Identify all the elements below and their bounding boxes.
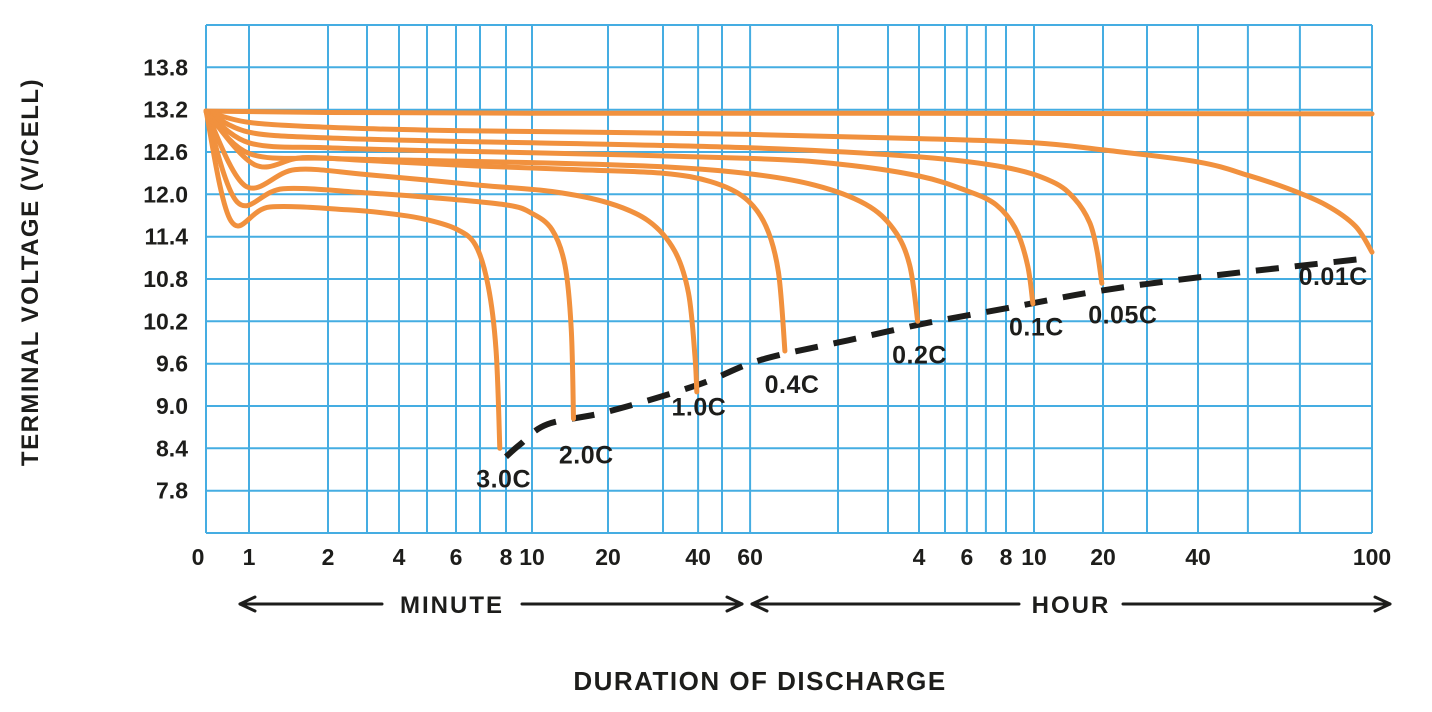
- minute-section-arrowhead-left-icon: [238, 595, 257, 613]
- y-tick-label: 10.8: [143, 266, 188, 292]
- y-tick-label: 9.6: [156, 351, 188, 377]
- y-axis-title: TERMINAL VOLTAGE (V/CELL): [17, 78, 44, 466]
- x-tick-label: 20: [595, 544, 621, 570]
- hour-section-arrowhead-right-icon: [1373, 595, 1392, 613]
- curve-2.0C: [203, 108, 576, 422]
- x-axis-title: DURATION OF DISCHARGE: [573, 666, 946, 696]
- curve-label-3.0C: 3.0C: [476, 466, 531, 494]
- axis-tick-labels: 13.8 13.2 12.6 12.0 11.4 10.8 10.2 9.6 9.0 8.4 7.8…: [143, 54, 1391, 570]
- hour-section-arrowhead-left-icon: [750, 595, 769, 613]
- grid: [205, 24, 1373, 534]
- y-tick-label: 9.0: [156, 393, 188, 419]
- x-tick-label: 40: [685, 544, 711, 570]
- curve-3.0C: [203, 108, 503, 451]
- cutoff-dashed-line-group: [504, 254, 1373, 460]
- curve-label-0.4C: 0.4C: [765, 371, 820, 399]
- x-tick-label: 0: [192, 544, 205, 570]
- cutoff-dashed-line: [504, 254, 1373, 460]
- x-tick-label: 10: [1021, 544, 1047, 570]
- curve-labels: 0.01C 0.05C 0.1C 0.2C 0.4C 1.0C 2.0C 3.0C: [476, 263, 1368, 494]
- x-tick-label: 4: [913, 544, 926, 570]
- x-tick-label: 8: [1000, 544, 1013, 570]
- x-tick-label: 6: [961, 544, 974, 570]
- x-tick-label: 2: [322, 544, 335, 570]
- y-tick-label: 13.8: [143, 54, 188, 80]
- x-tick-label: 6: [450, 544, 463, 570]
- y-tick-label: 10.2: [143, 308, 188, 334]
- x-tick-label: 20: [1090, 544, 1116, 570]
- x-tick-label: 40: [1185, 544, 1211, 570]
- y-tick-label: 8.4: [156, 435, 188, 461]
- curve-0.05C: [203, 108, 1105, 286]
- y-tick-label: 12.0: [143, 181, 188, 207]
- curve-0.1C: [203, 108, 1036, 307]
- minute-section-arrowhead-right-icon: [725, 595, 744, 613]
- x-tick-label: 8: [500, 544, 513, 570]
- y-tick-label: 13.2: [143, 97, 188, 123]
- y-tick-label: 12.6: [143, 139, 188, 165]
- x-tick-label: 100: [1353, 544, 1391, 570]
- curve-1.0C: [203, 108, 700, 395]
- x-tick-label: 60: [737, 544, 763, 570]
- x-tick-label: 4: [393, 544, 406, 570]
- minute-section-label: MINUTE: [400, 592, 504, 619]
- x-tick-label: 10: [519, 544, 545, 570]
- curve-label-0.01C: 0.01C: [1299, 263, 1368, 291]
- axis-unit-arrows: MINUTE HOUR: [238, 592, 1392, 619]
- curve-float-voltage-top: [203, 108, 1375, 117]
- curve-0.01C: [203, 108, 1375, 255]
- discharge-curves: [203, 108, 1375, 451]
- curve-label-0.2C: 0.2C: [892, 342, 947, 370]
- curve-label-1.0C: 1.0C: [671, 394, 726, 422]
- curve-label-0.1C: 0.1C: [1009, 313, 1064, 341]
- y-tick-label: 7.8: [156, 478, 188, 504]
- curve-label-2.0C: 2.0C: [559, 442, 614, 470]
- y-tick-label: 11.4: [145, 224, 189, 250]
- x-tick-label: 1: [243, 544, 256, 570]
- hour-section-label: HOUR: [1032, 592, 1111, 619]
- curve-0.4C: [203, 108, 788, 354]
- curve-label-0.05C: 0.05C: [1088, 301, 1157, 329]
